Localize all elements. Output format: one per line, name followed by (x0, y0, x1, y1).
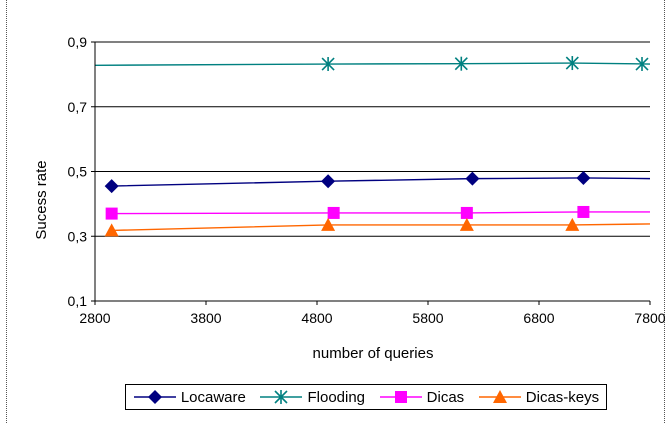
data-point (460, 206, 473, 219)
legend-marker (274, 390, 289, 404)
frame-right-border (664, 0, 666, 423)
data-point (459, 217, 474, 231)
legend: Locaware Flooding Dicas Dicas-keys (125, 384, 607, 410)
data-point (576, 170, 591, 185)
x-tick-label: 4800 (301, 310, 332, 326)
data-point (577, 205, 590, 218)
data-point (327, 206, 340, 219)
series-dicas-keys (104, 217, 651, 237)
legend-label: Flooding (307, 388, 366, 406)
data-point (635, 57, 649, 72)
legend-item-dicas-keys: Dicas-keys (478, 389, 599, 406)
series-dicas (105, 205, 650, 220)
x-tick-label: 6800 (523, 310, 554, 326)
data-point (321, 57, 335, 72)
frame-left-border (6, 0, 8, 423)
triangle-marker-icon (478, 390, 521, 403)
data-point (321, 217, 336, 231)
data-point (104, 223, 119, 237)
grid-lines (95, 41, 650, 237)
y-tick-label: 0,1 (68, 293, 88, 309)
y-tick-label: 0,5 (68, 164, 88, 180)
legend-label: Locaware (180, 388, 246, 406)
data-point (104, 179, 119, 194)
series-locaware (104, 170, 651, 194)
series-layer (94, 56, 651, 237)
y-tick-label: 0,9 (68, 34, 88, 50)
x-tick-label: 7800 (634, 310, 665, 326)
x-axis-label: number of queries (313, 345, 434, 362)
legend-marker (147, 390, 162, 404)
diamond-marker-icon (133, 390, 176, 404)
data-point (454, 56, 468, 71)
legend-marker (394, 391, 407, 403)
legend-item-flooding: Flooding (259, 389, 365, 406)
legend-marker (492, 390, 507, 403)
series-line (111, 211, 650, 215)
series-flooding (94, 56, 651, 72)
x-tick-label: 5800 (412, 310, 443, 326)
legend-item-dicas: Dicas (379, 388, 465, 406)
y-tick-label: 0,3 (68, 228, 88, 244)
axes: 0,1 0,3 0,5 0,7 0,9 2800 3800 4800 5800 6800 7800 (68, 34, 666, 326)
x-tick-label: 2800 (79, 310, 110, 326)
square-marker-icon (379, 391, 422, 403)
series-line (94, 62, 651, 67)
x-tick-label: 3800 (190, 310, 221, 326)
y-tick-label: 0,7 (68, 99, 88, 115)
data-point (321, 174, 336, 189)
series-line (111, 177, 651, 187)
y-axis-label: Sucess rate (33, 160, 50, 239)
data-point (565, 217, 580, 231)
legend-label: Dicas-keys (525, 388, 600, 406)
data-point (565, 56, 579, 71)
data-point (105, 207, 118, 220)
asterisk-marker-icon (260, 390, 303, 404)
legend-item-locaware: Locaware (133, 389, 246, 406)
data-point (465, 171, 480, 186)
legend-label: Dicas (426, 388, 465, 406)
